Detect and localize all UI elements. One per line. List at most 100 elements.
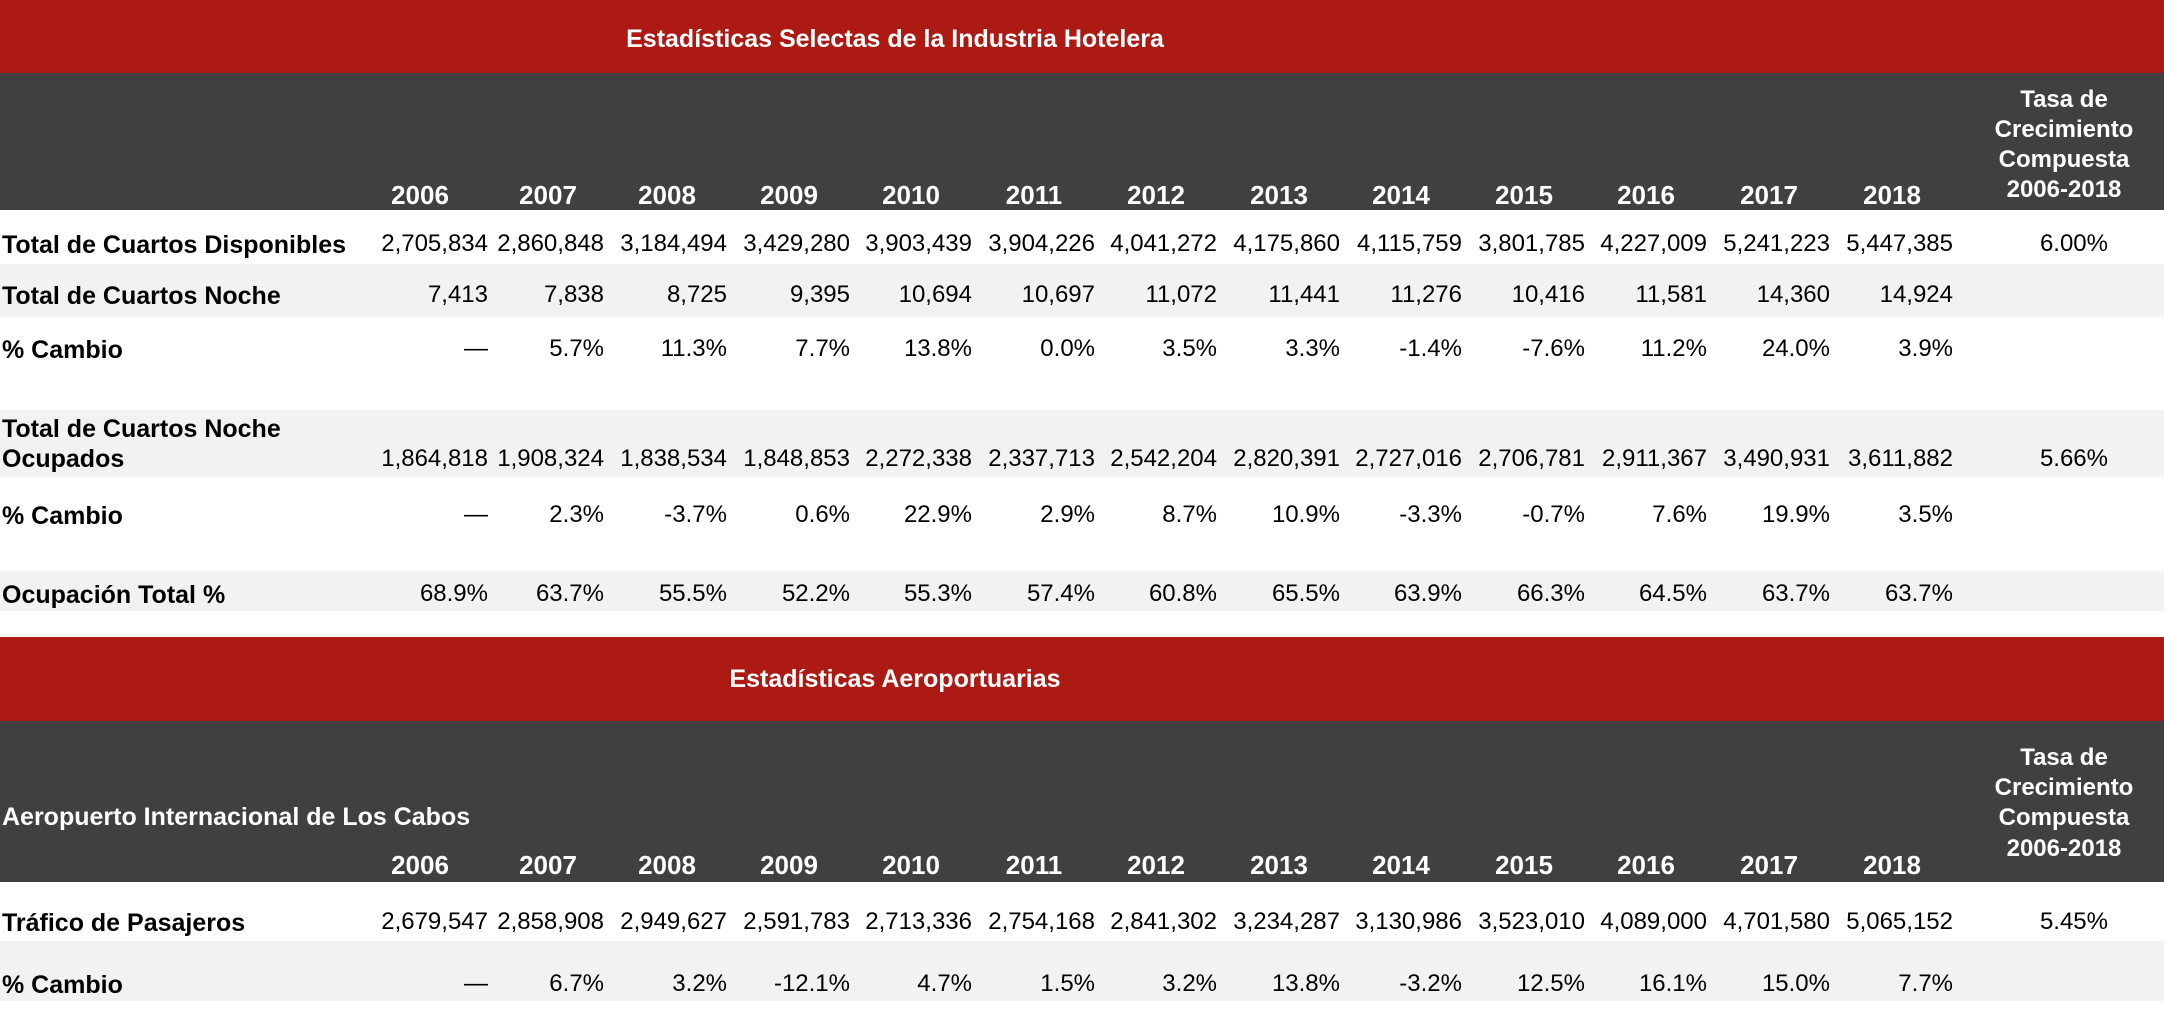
- hotel-cell: 55.3%: [903, 580, 972, 607]
- hotel-year-2014: 2014: [1372, 180, 1430, 210]
- airport-year-2018: 2018: [1863, 850, 1921, 880]
- hotel-cell: 66.3%: [1516, 580, 1585, 607]
- hotel-cell: -3.3%: [1399, 501, 1462, 528]
- hotel-cell: 3,903,439: [865, 230, 972, 257]
- hotel-cagr-header-line2: Crecimiento: [1994, 116, 2134, 143]
- airport-cell: 6.7%: [549, 970, 604, 997]
- hotel-cell: 3,801,785: [1478, 230, 1585, 257]
- airport-cell: 2,949,627: [620, 908, 727, 935]
- airport-cell: 2,713,336: [865, 908, 972, 935]
- hotel-cell: 7.7%: [795, 335, 850, 362]
- airport-cell: 7.7%: [1898, 970, 1953, 997]
- hotel-cell: 55.5%: [658, 580, 727, 607]
- hotel-cell: 3.5%: [1898, 501, 1953, 528]
- hotel-cell: 2.9%: [1040, 501, 1095, 528]
- hotel-title-band: Estadísticas Selectas de la Industria Ho…: [0, 0, 2164, 73]
- airport-year-2017: 2017: [1740, 850, 1798, 880]
- hotel-year-2016: 2016: [1617, 180, 1675, 210]
- hotel-cell: 9,395: [789, 281, 850, 308]
- airport-cell: —: [464, 970, 488, 997]
- hotel-cell: 65.5%: [1271, 580, 1340, 607]
- hotel-cell: 19.9%: [1761, 501, 1830, 528]
- hotel-cell: 11,072: [1145, 281, 1217, 308]
- airport-cell: 3,523,010: [1478, 908, 1585, 935]
- airport-subtitle: Aeropuerto Internacional de Los Cabos: [2, 803, 471, 831]
- hotel-cell: 11,276: [1390, 281, 1462, 308]
- hotel-cell: 68.9%: [419, 580, 488, 607]
- hotel-row-label: Total de Cuartos Disponibles: [2, 231, 347, 259]
- hotel-row-label: % Cambio: [2, 502, 123, 530]
- hotel-cell: 2,911,367: [1602, 445, 1707, 472]
- airport-year-2007: 2007: [519, 850, 577, 880]
- airport-cell: 13.8%: [1271, 970, 1340, 997]
- hotel-cell: 3,904,226: [988, 230, 1095, 257]
- hotel-year-2009: 2009: [760, 180, 818, 210]
- hotel-cell: 0.0%: [1040, 335, 1095, 362]
- airport-cagr-header-line4: 2006-2018: [2006, 835, 2122, 862]
- hotel-row: Total de Cuartos Noche Ocupados 1,864,818 1…: [0, 410, 2164, 477]
- hotel-cell: 4,041,272: [1110, 230, 1217, 257]
- hotel-year-2006: 2006: [391, 180, 449, 210]
- hotel-title: Estadísticas Selectas de la Industria Ho…: [626, 25, 1164, 53]
- airport-cell: 2,591,783: [743, 908, 850, 935]
- airport-year-2013: 2013: [1250, 850, 1308, 880]
- hotel-year-2013: 2013: [1250, 180, 1308, 210]
- hotel-cell: 2,542,204: [1110, 445, 1217, 472]
- airport-cagr-cell: 5.45%: [2039, 908, 2108, 935]
- airport-cell: 12.5%: [1516, 970, 1585, 997]
- airport-cell: 2,858,908: [497, 908, 604, 935]
- hotel-cell: 4,175,860: [1233, 230, 1340, 257]
- airport-cell: 1.5%: [1040, 970, 1095, 997]
- airport-cell: -12.1%: [773, 970, 850, 997]
- hotel-row: Total de Cuartos Disponibles 2,705,834 2,8…: [0, 210, 2164, 264]
- hotel-cell: 11.2%: [1640, 335, 1707, 362]
- hotel-cell: —: [464, 335, 488, 362]
- hotel-cell: 3,611,882: [1848, 445, 1953, 472]
- hotel-cagr-cell: 5.66%: [2039, 445, 2108, 472]
- airport-cagr-header: Tasa de Crecimiento Compuesta 2006-2018: [1969, 743, 2159, 864]
- hotel-cell: —: [464, 501, 488, 528]
- hotel-cell: 3,490,931: [1723, 445, 1830, 472]
- hotel-cell: 2,820,391: [1233, 445, 1340, 472]
- airport-cell: 4,701,580: [1723, 908, 1830, 935]
- hotel-cell: 8.7%: [1162, 501, 1217, 528]
- airport-cell: 15.0%: [1761, 970, 1830, 997]
- hotel-row-label-line2: Ocupados: [2, 445, 125, 473]
- hotel-cell: 3.5%: [1162, 335, 1217, 362]
- hotel-row-label: Total de Cuartos Noche: [2, 282, 281, 310]
- hotel-cell: 1,848,853: [743, 445, 850, 472]
- airport-cell: 3,130,986: [1355, 908, 1462, 935]
- airport-cagr-header-line2: Crecimiento: [1994, 774, 2134, 801]
- hotel-year-2008: 2008: [638, 180, 696, 210]
- hotel-cell: 7,838: [543, 281, 604, 308]
- hotel-cell: -3.7%: [664, 501, 727, 528]
- hotel-cagr-header: Tasa de Crecimiento Compuesta 2006-2018: [1969, 85, 2159, 205]
- hotel-cell: 5,241,223: [1723, 230, 1830, 257]
- airport-row-label: % Cambio: [2, 971, 123, 999]
- hotel-year-2015: 2015: [1495, 180, 1553, 210]
- hotel-cell: 10,694: [898, 281, 972, 308]
- airport-cell: 4,089,000: [1600, 908, 1707, 935]
- hotel-cell: 8,725: [666, 281, 727, 308]
- hotel-cell: 14,924: [1879, 281, 1953, 308]
- hotel-cell: 3.3%: [1285, 335, 1340, 362]
- hotel-cell: 5.7%: [549, 335, 604, 362]
- airport-year-2011: 2011: [1005, 850, 1063, 880]
- airport-header-row: Aeropuerto Internacional de Los Cabos Ta…: [0, 721, 2164, 882]
- hotel-cell: 4,115,759: [1357, 230, 1462, 257]
- hotel-cell: 3,184,494: [620, 230, 727, 257]
- hotel-year-2018: 2018: [1863, 180, 1921, 210]
- airport-year-2008: 2008: [638, 850, 696, 880]
- hotel-cagr-cell: 6.00%: [2039, 230, 2108, 257]
- airport-row-label: Tráfico de Pasajeros: [2, 909, 246, 937]
- hotel-cell: -0.7%: [1522, 501, 1585, 528]
- hotel-year-2011: 2011: [1005, 180, 1063, 210]
- hotel-cell: 0.6%: [795, 501, 850, 528]
- hotel-row: Total de Cuartos Noche 7,413 7,838 8,725 9,3…: [0, 264, 2164, 317]
- hotel-cell: 11,441: [1268, 281, 1340, 308]
- airport-cagr-header-line1: Tasa de: [2020, 744, 2108, 771]
- airport-year-2015: 2015: [1495, 850, 1553, 880]
- hotel-cell: 10,697: [1021, 281, 1095, 308]
- hotel-cell: 64.5%: [1638, 580, 1707, 607]
